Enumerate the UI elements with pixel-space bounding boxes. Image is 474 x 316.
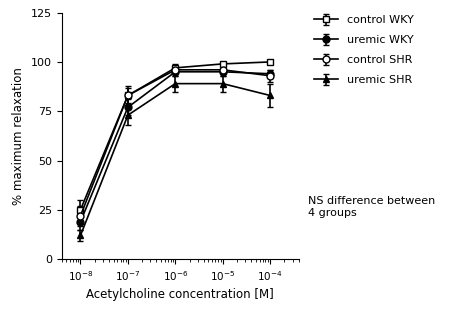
Y-axis label: % maximum relaxation: % maximum relaxation bbox=[12, 67, 25, 205]
Legend: control WKY, uremic WKY, control SHR, uremic SHR: control WKY, uremic WKY, control SHR, ur… bbox=[314, 15, 414, 85]
X-axis label: Acetylcholine concentration [M]: Acetylcholine concentration [M] bbox=[86, 288, 274, 301]
Text: NS difference between
4 groups: NS difference between 4 groups bbox=[308, 196, 435, 217]
